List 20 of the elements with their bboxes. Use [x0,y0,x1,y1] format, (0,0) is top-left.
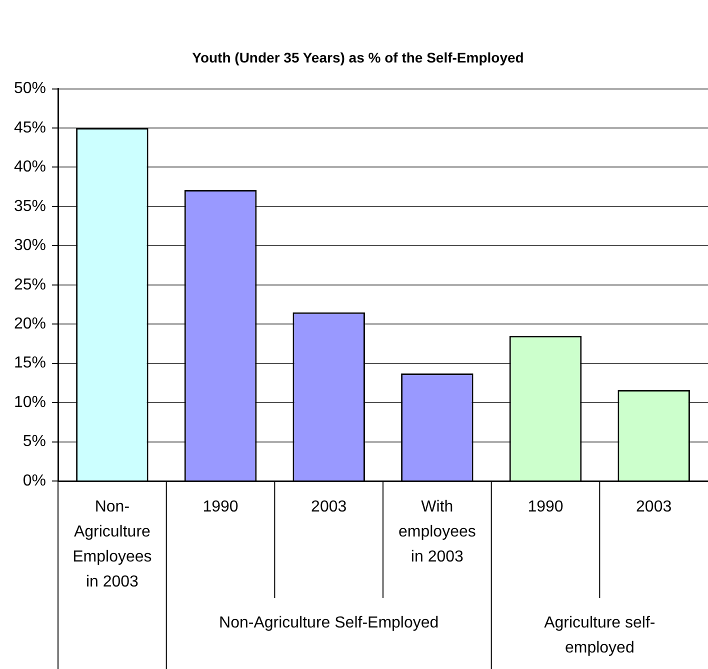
y-tick-label: 45% [14,119,46,136]
y-tick-label: 0% [22,472,46,490]
y-tick-label: 5% [22,433,46,450]
text: Non-Agriculture Self-Employed [219,614,439,632]
y-tick-label: 25% [14,276,46,294]
y-tick-label: 15% [14,354,46,372]
y-tick-label: 20% [14,316,46,333]
y-tick-label: 10% [14,394,46,411]
y-tick-label: 40% [14,158,46,176]
x-tick-label: With employees in 2003 [398,498,476,566]
x-tick-label: 1990 [202,498,238,516]
x-tick-label: Non-Agriculture Employees in 2003 [72,498,152,590]
y-tick-label: 35% [14,198,46,215]
y-tick-label: 50% [14,80,46,98]
x-tick-label: 2003 [311,498,347,516]
chart-title: Youth (Under 35 Years) as % of the Self-Employed [192,49,524,66]
x-tick-label: 2003 [636,498,672,516]
x-tick-label: 1990 [528,498,564,516]
y-tick-label: 30% [14,237,46,254]
text: Agriculture self-employed [544,614,656,656]
